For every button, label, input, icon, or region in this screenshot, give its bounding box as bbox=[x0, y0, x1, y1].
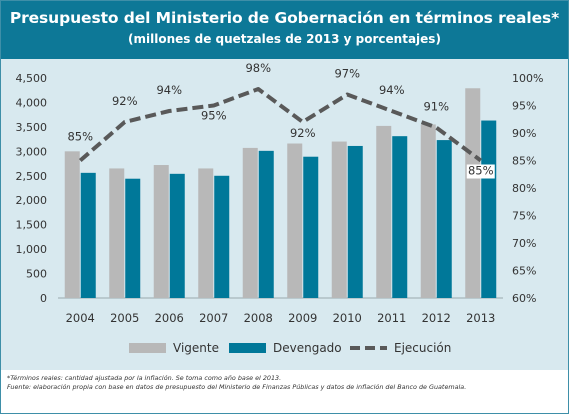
y-left-tick-label: 3,000 bbox=[16, 145, 48, 158]
bar-vigente bbox=[198, 168, 214, 298]
data-label-ejecucion: 92% bbox=[112, 94, 138, 108]
x-tick-label: 2005 bbox=[110, 311, 139, 325]
note-definition: *Términos reales: cantidad ajustada por … bbox=[7, 374, 282, 382]
bar-devengado bbox=[214, 175, 230, 298]
y-right-tick-label: 60% bbox=[512, 292, 536, 305]
bar-devengado bbox=[481, 120, 497, 299]
x-tick-label: 2013 bbox=[466, 311, 495, 325]
x-tick-label: 2006 bbox=[155, 311, 184, 325]
x-tick-label: 2010 bbox=[333, 311, 362, 325]
note-source: Fuente: elaboración propia con base en d… bbox=[7, 383, 467, 391]
bar-devengado bbox=[436, 140, 452, 298]
legend-swatch-vigente bbox=[129, 343, 166, 353]
y-right-tick-label: 70% bbox=[512, 237, 536, 250]
bar-devengado bbox=[303, 156, 319, 298]
chart-svg: 0 500 1,000 1,500 2,000 2,500 3,000 3,500 4,000 4… bbox=[16, 61, 544, 355]
y-left-tick-label: 0 bbox=[40, 292, 47, 305]
y-right-tick-label: 100% bbox=[512, 72, 543, 85]
chart-title: Presupuesto del Ministerio de Gobernació… bbox=[9, 9, 560, 27]
line-ejecucion bbox=[78, 87, 482, 163]
y-right-tick-label: 85% bbox=[512, 155, 536, 168]
data-label-ejecucion: 97% bbox=[334, 67, 360, 81]
x-tick-label: 2012 bbox=[422, 311, 451, 325]
bar-devengado bbox=[392, 136, 408, 298]
y-left-tick-label: 4,000 bbox=[16, 96, 48, 109]
bar-devengado bbox=[125, 178, 141, 298]
bar-vigente bbox=[109, 168, 125, 298]
bar-devengado bbox=[169, 173, 185, 298]
y-left-tick-label: 4,500 bbox=[16, 72, 48, 85]
x-tick-label: 2008 bbox=[244, 311, 273, 325]
y-right-tick-label: 80% bbox=[512, 182, 536, 195]
data-label-ejecucion: 98% bbox=[245, 61, 271, 75]
data-label-ejecucion: 85% bbox=[468, 164, 494, 178]
chart-subtitle: (millones de quetzales de 2013 y porcent… bbox=[128, 32, 441, 46]
x-tick-label: 2004 bbox=[66, 311, 95, 325]
data-label-ejecucion: 94% bbox=[156, 83, 182, 97]
legend-swatch-devengado bbox=[229, 343, 266, 353]
bar-vigente bbox=[153, 165, 169, 298]
bar-devengado bbox=[80, 172, 96, 298]
chart-notes: *Términos reales: cantidad ajustada por … bbox=[7, 374, 563, 392]
legend-label-devengado: Devengado bbox=[273, 341, 342, 355]
y-right-tick-label: 65% bbox=[512, 265, 536, 278]
bar-vigente bbox=[331, 141, 347, 298]
data-label-ejecucion: 92% bbox=[290, 126, 316, 140]
legend-label-vigente: Vigente bbox=[173, 341, 219, 355]
data-label-ejecucion: 85% bbox=[67, 130, 93, 144]
bar-vigente bbox=[376, 125, 392, 299]
x-tick-label: 2007 bbox=[199, 311, 228, 325]
bar-vigente bbox=[465, 88, 481, 298]
bar-vigente bbox=[242, 147, 258, 298]
bar-vigente bbox=[64, 151, 80, 298]
y-left-tick-label: 1,000 bbox=[16, 243, 48, 256]
plot-panel: 0 500 1,000 1,500 2,000 2,500 3,000 3,500 4,000 4… bbox=[1, 59, 568, 370]
data-label-ejecucion: 91% bbox=[423, 100, 449, 114]
bar-vigente bbox=[420, 124, 436, 298]
y-left-tick-label: 3,500 bbox=[16, 121, 48, 134]
y-left-tick-label: 1,500 bbox=[16, 219, 48, 232]
x-tick-label: 2011 bbox=[377, 311, 406, 325]
data-label-box bbox=[466, 164, 495, 179]
y-left-tick-label: 2,500 bbox=[16, 170, 48, 183]
y-left-tick-label: 2,000 bbox=[16, 194, 48, 207]
bar-vigente bbox=[287, 143, 303, 298]
y-right-tick-label: 90% bbox=[512, 127, 536, 140]
x-tick-label: 2009 bbox=[288, 311, 317, 325]
bar-devengado bbox=[258, 150, 274, 298]
data-label-ejecucion: 94% bbox=[379, 83, 405, 97]
y-right-tick-label: 95% bbox=[512, 100, 536, 113]
chart-header: Presupuesto del Ministerio de Gobernació… bbox=[1, 1, 568, 59]
bar-devengado bbox=[347, 145, 363, 298]
y-right-tick-label: 75% bbox=[512, 210, 536, 223]
y-left-tick-label: 500 bbox=[26, 268, 47, 281]
data-label-ejecucion: 95% bbox=[201, 109, 227, 123]
legend-label-ejecucion: Ejecución bbox=[394, 341, 451, 355]
